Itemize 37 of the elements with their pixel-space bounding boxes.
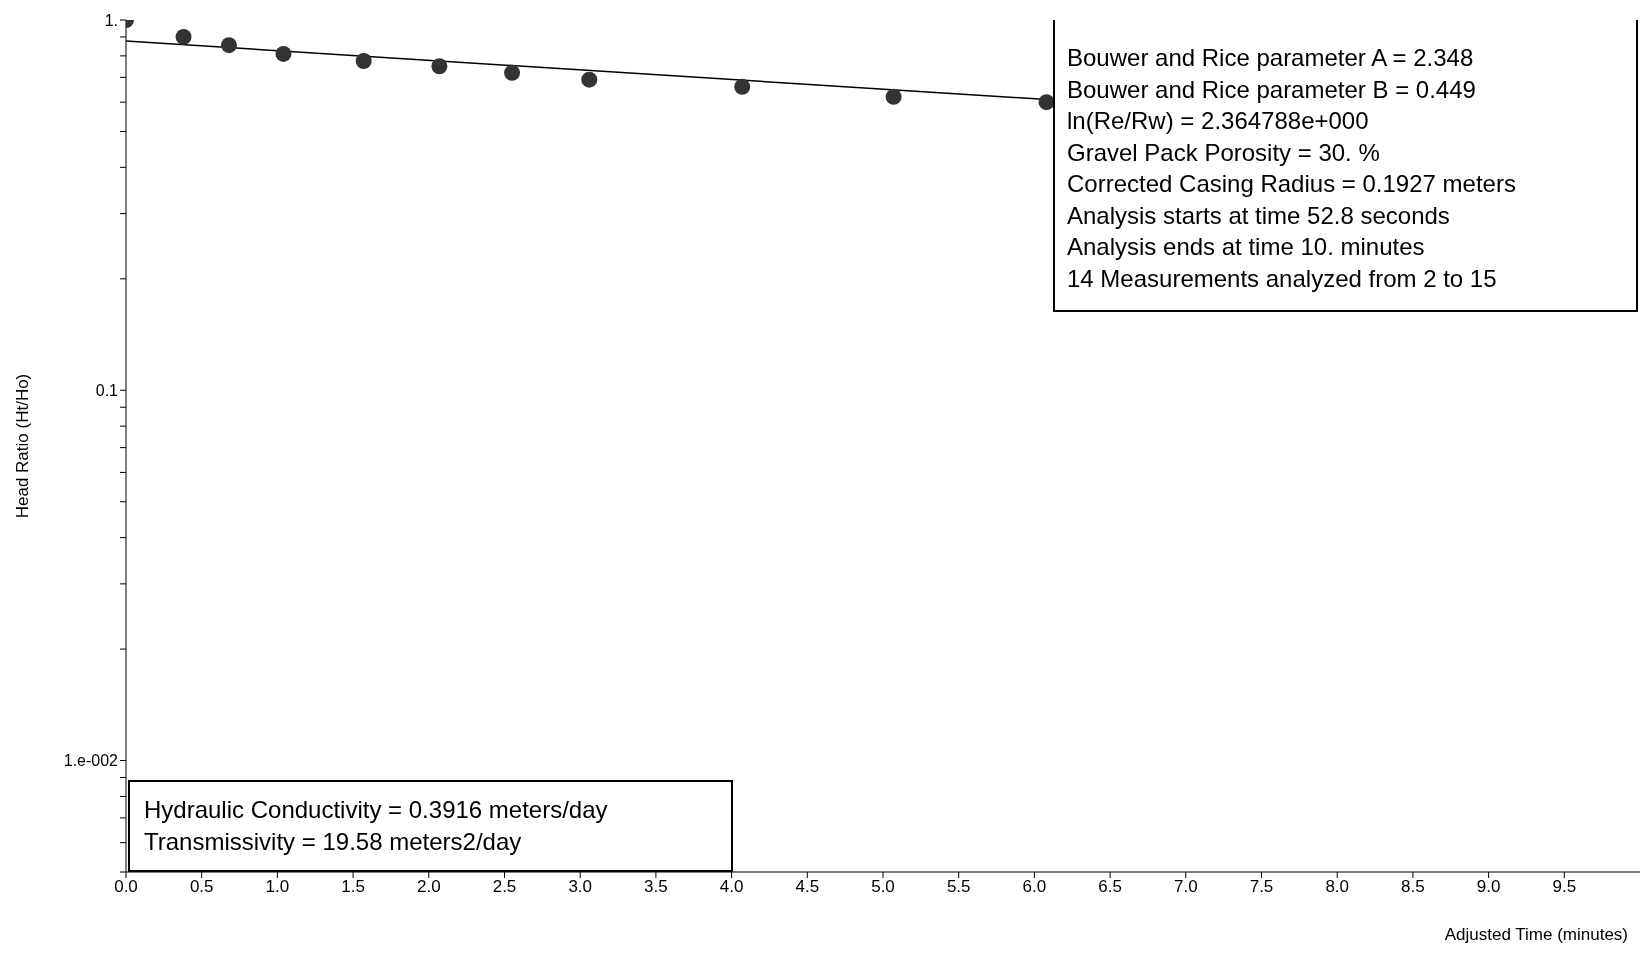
point [220, 37, 237, 54]
x-axis-title: Adjusted Time (minutes) [1444, 925, 1628, 944]
point [885, 88, 902, 105]
x-tick-label: 7.5 [1249, 877, 1274, 897]
point [1038, 94, 1055, 111]
point [431, 58, 448, 75]
x-tick-label: 0.0 [114, 877, 138, 897]
x-tick-label: 3.0 [568, 877, 593, 897]
x-tick-label: 3.5 [644, 877, 668, 897]
y-tick-label: 1.e-002 [63, 752, 119, 770]
x-tick-label: 5.0 [871, 877, 895, 897]
x-tick-label: 8.5 [1401, 877, 1425, 897]
y-tick-label: 1. [104, 11, 118, 29]
x-tick-label: 1.5 [341, 877, 365, 897]
point [504, 64, 521, 81]
point [581, 71, 598, 88]
point [734, 78, 751, 95]
point [175, 28, 192, 45]
x-tick-label: 4.5 [795, 877, 820, 897]
x-tick-label: 6.5 [1098, 877, 1122, 897]
y-tick-label: 0.1 [95, 381, 119, 399]
x-tick-label: 9.5 [1552, 877, 1577, 897]
x-tick-label: 2.5 [492, 877, 517, 897]
y-axis-title: Head Ratio (Ht/Ho) [13, 373, 33, 519]
point [275, 45, 292, 62]
x-tick-label: 7.0 [1173, 877, 1198, 897]
x-tick-label: 6.0 [1022, 877, 1047, 897]
x-tick-label: 4.0 [719, 877, 744, 897]
note-box: Hydraulic Conductivity = 0.3916 meters/day Transmissivity = 19.58 meters2/day [128, 780, 733, 872]
x-tick-label: 8.0 [1325, 877, 1350, 897]
x-tick-label: 0.5 [189, 877, 214, 897]
x-tick-label: 1.0 [265, 877, 290, 897]
x-tick-label: 5.5 [946, 877, 971, 897]
note-box: Bouwer and Rice parameter A = 2.348 Bouwer and Rice parameter B = 0.449 ln(Re/Rw) = 2.364788e+000 Gravel Pack Porosity = 30. % Corrected Casing Radius = 0.1927 meters Analysis starts at time 52.8 seconds Analysis ends at time 10. minutes 14 Measurements analyzed from 2 to 15 [1053, 20, 1638, 312]
x-tick-label: 2.0 [416, 877, 441, 897]
point [355, 52, 372, 69]
x-tick-label: 9.0 [1476, 877, 1501, 897]
